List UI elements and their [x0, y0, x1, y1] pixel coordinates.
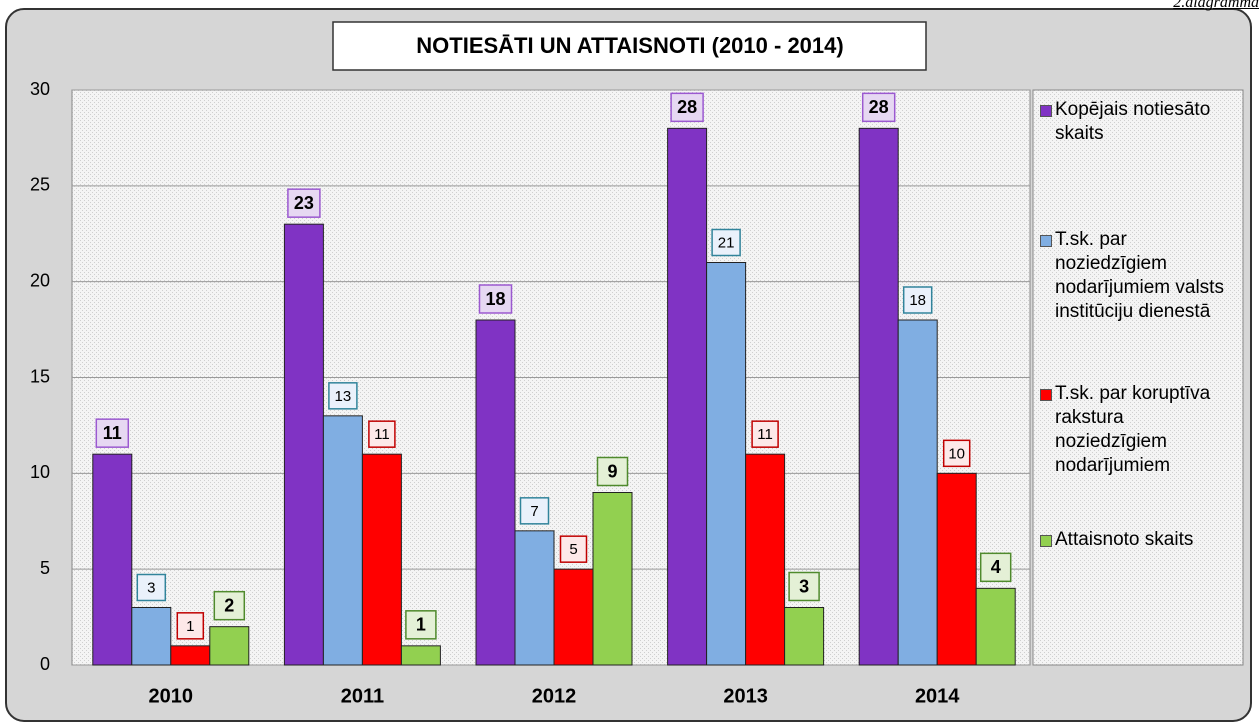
data-label-box	[478, 284, 513, 314]
data-label-box	[519, 497, 550, 525]
legend-swatch	[1040, 235, 1052, 247]
data-label-box	[942, 439, 971, 468]
bar	[322, 415, 363, 666]
y-tick-label: 25	[30, 175, 50, 195]
legend-swatch	[1040, 535, 1052, 547]
data-label: 28	[869, 97, 889, 117]
x-tick-label: 2012	[532, 685, 577, 707]
legend-label: T.sk. par noziedzīgiem nodarījumiem vals…	[1055, 229, 1224, 322]
data-label: 1	[186, 618, 194, 635]
data-label: 2	[224, 595, 234, 615]
data-label-box	[287, 188, 321, 218]
bar	[936, 472, 977, 666]
data-label: 11	[757, 426, 773, 443]
data-label-box	[559, 535, 588, 563]
bar	[283, 223, 324, 666]
data-label-box	[95, 418, 130, 448]
data-label: 9	[607, 461, 617, 481]
data-label: 28	[677, 97, 697, 117]
data-label-box	[902, 286, 933, 314]
data-label-box	[176, 612, 205, 640]
y-tick-label: 10	[30, 462, 50, 482]
data-label-box	[751, 420, 779, 448]
data-label: 3	[147, 579, 155, 596]
bar	[131, 607, 172, 666]
data-label-box	[979, 552, 1012, 583]
bar	[92, 453, 133, 666]
data-label: 3	[799, 576, 809, 596]
bar	[784, 607, 825, 666]
x-tick-label: 2011	[341, 685, 384, 707]
data-label: 4	[991, 557, 1001, 577]
bar	[858, 127, 899, 666]
data-label: 18	[909, 292, 926, 309]
bar	[170, 645, 211, 666]
data-label: 23	[294, 193, 314, 213]
data-label: 7	[530, 503, 538, 520]
data-label-box	[405, 610, 437, 640]
data-label-box	[711, 228, 741, 257]
legend-label: T.sk. par koruptīva rakstura noziedzīgie…	[1055, 383, 1211, 476]
bar	[361, 453, 402, 666]
title-box	[332, 21, 927, 71]
y-tick-label: 30	[30, 79, 50, 99]
legend-box	[1032, 89, 1244, 666]
bar	[745, 453, 786, 666]
data-label-box	[788, 571, 820, 602]
bar	[514, 530, 555, 666]
data-label-box	[328, 382, 358, 410]
bar	[897, 319, 938, 666]
bar	[209, 626, 250, 666]
legend-item: T.sk. par noziedzīgiem nodarījumiem vals…	[1040, 228, 1240, 324]
legend-item: T.sk. par koruptīva rakstura noziedzīgie…	[1040, 382, 1240, 478]
bar	[706, 262, 747, 666]
legend-item: Attaisnoto skaits	[1040, 528, 1240, 552]
x-tick-label: 2014	[915, 685, 960, 707]
y-tick-label: 20	[30, 270, 50, 290]
legend-label: Kopējais notiesāto skaits	[1055, 99, 1211, 144]
bar	[667, 127, 708, 666]
data-label: 5	[569, 541, 577, 558]
data-label: 11	[103, 423, 122, 443]
data-label-box	[861, 92, 896, 123]
y-tick-label: 5	[40, 558, 50, 578]
data-label: 10	[948, 445, 965, 462]
x-tick-label: 2010	[149, 685, 194, 707]
data-label: 18	[485, 289, 505, 309]
data-label: 11	[374, 426, 390, 443]
data-label-box	[670, 92, 704, 123]
bar	[592, 492, 633, 666]
data-label-box	[368, 420, 396, 448]
legend-swatch	[1040, 389, 1052, 401]
bar	[400, 645, 441, 666]
bar	[975, 587, 1016, 666]
data-label-box	[136, 573, 167, 602]
bar	[475, 319, 516, 666]
data-label-box	[213, 590, 246, 621]
y-tick-label: 0	[40, 654, 50, 674]
data-label: 13	[335, 388, 352, 405]
legend-item: Kopējais notiesāto skaits	[1040, 98, 1240, 146]
chart-title: NOTIESĀTI UN ATTAISNOTI (2010 - 2014)	[416, 33, 843, 58]
legend-swatch	[1040, 105, 1052, 117]
x-tick-label: 2013	[723, 685, 768, 707]
data-label: 1	[416, 615, 426, 635]
y-tick-label: 15	[30, 366, 50, 386]
data-label: 21	[718, 234, 735, 251]
annotation: 2.diagramma	[1173, 0, 1259, 11]
legend-label: Attaisnoto skaits	[1055, 529, 1194, 550]
bar	[553, 568, 594, 666]
data-label-box	[596, 456, 629, 487]
